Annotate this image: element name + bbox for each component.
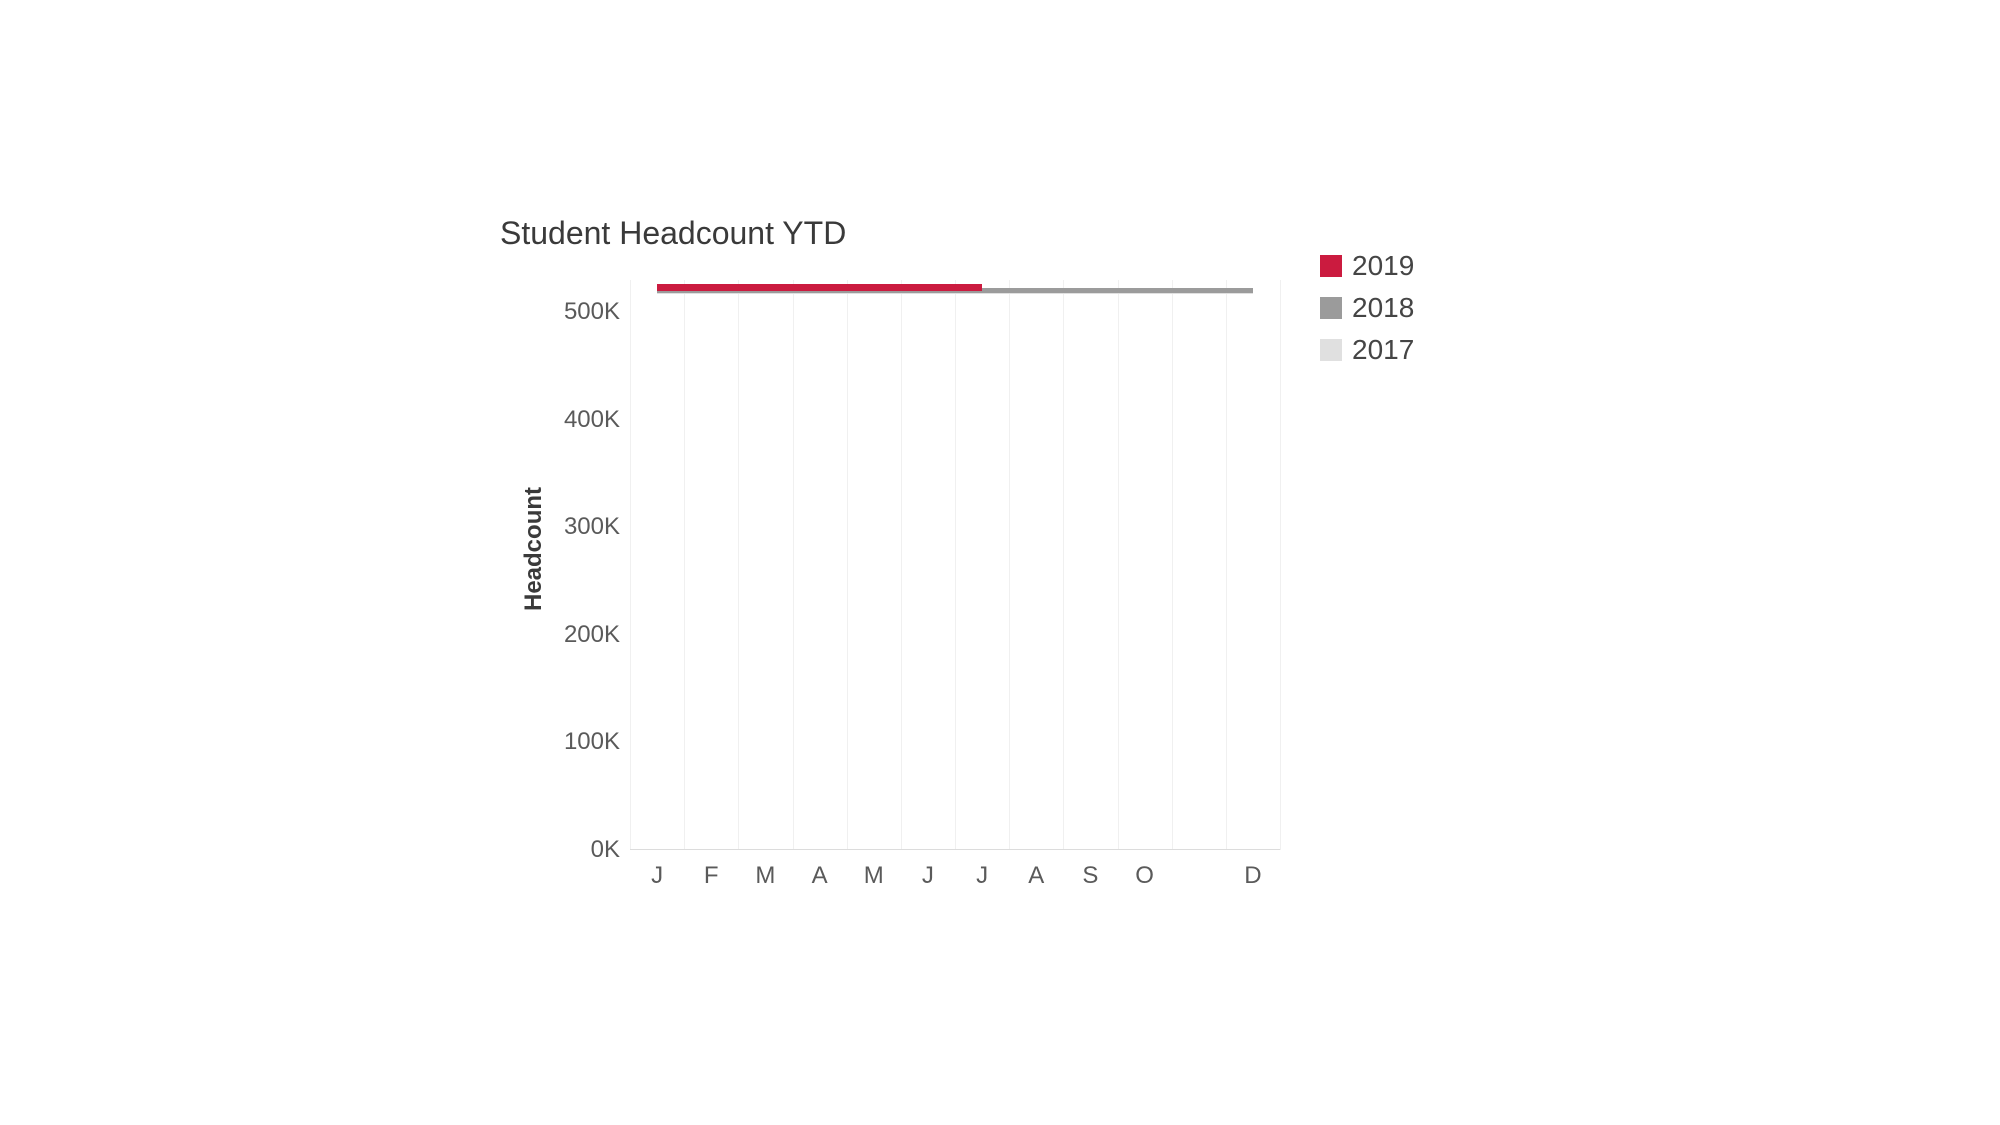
x-gridline <box>1172 280 1173 850</box>
x-gridline <box>684 280 685 850</box>
legend-swatch <box>1320 297 1342 319</box>
x-tick-label: F <box>684 862 738 890</box>
headcount-chart: Student Headcount YTDJFMAMJJASOD0K100K20… <box>0 0 2000 1125</box>
x-tick-label: J <box>630 862 684 890</box>
x-tick-label: O <box>1118 862 1172 890</box>
x-tick-label: J <box>901 862 955 890</box>
chart-title: Student Headcount YTD <box>500 215 846 252</box>
x-gridline <box>901 280 902 850</box>
plot-area <box>630 280 1280 850</box>
x-gridline <box>1009 280 1010 850</box>
legend-swatch <box>1320 339 1342 361</box>
x-gridline <box>847 280 848 850</box>
y-tick-label: 400K <box>540 406 620 434</box>
x-axis-line <box>630 849 1280 850</box>
legend-item-2019: 2019 <box>1320 250 1414 282</box>
x-tick-label: A <box>793 862 847 890</box>
x-gridline <box>955 280 956 850</box>
y-tick-label: 200K <box>540 621 620 649</box>
x-gridline <box>1063 280 1064 850</box>
x-gridline <box>738 280 739 850</box>
y-tick-label: 100K <box>540 728 620 756</box>
y-tick-label: 300K <box>540 513 620 541</box>
x-tick-label: D <box>1226 862 1280 890</box>
legend-item-2017: 2017 <box>1320 334 1414 366</box>
legend-item-2018: 2018 <box>1320 292 1414 324</box>
x-gridline <box>1280 280 1281 850</box>
x-tick-label: M <box>738 862 792 890</box>
legend-label: 2017 <box>1352 334 1414 366</box>
y-tick-label: 500K <box>540 298 620 326</box>
x-tick-label: S <box>1063 862 1117 890</box>
y-axis-title: Headcount <box>520 487 548 611</box>
legend: 2019 2018 2017 <box>1320 250 1414 366</box>
x-tick-label: A <box>1009 862 1063 890</box>
legend-swatch <box>1320 255 1342 277</box>
x-gridline <box>793 280 794 850</box>
x-gridline <box>630 280 631 850</box>
legend-label: 2019 <box>1352 250 1414 282</box>
legend-label: 2018 <box>1352 292 1414 324</box>
x-tick-label: J <box>955 862 1009 890</box>
x-tick-label: M <box>847 862 901 890</box>
x-gridline <box>1118 280 1119 850</box>
series-line-2019 <box>657 284 982 291</box>
y-tick-label: 0K <box>540 836 620 864</box>
x-gridline <box>1226 280 1227 850</box>
